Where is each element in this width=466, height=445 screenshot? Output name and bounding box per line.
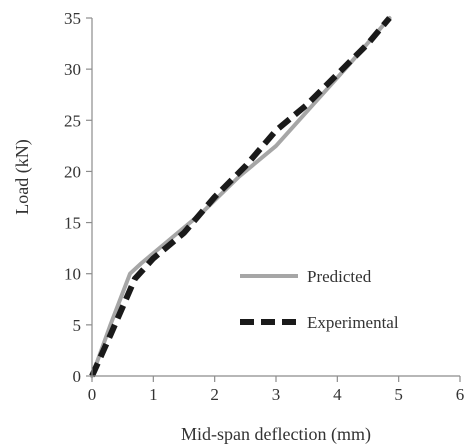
x-tick-label: 0	[88, 385, 97, 404]
y-tick-label: 30	[64, 60, 81, 79]
x-tick-label: 2	[210, 385, 219, 404]
x-axis-title: Mid-span deflection (mm)	[181, 424, 371, 445]
y-tick-label: 0	[73, 367, 82, 386]
y-ticks: 0 5 10 15 20 25 30 35	[64, 9, 92, 386]
y-tick-label: 25	[64, 111, 81, 130]
plot-series	[89, 16, 392, 378]
x-ticks: 0 1 2 3 4 5 6	[88, 376, 465, 404]
y-tick-label: 15	[64, 214, 81, 233]
y-axis-title: Load (kN)	[12, 139, 33, 214]
axes: 0 1 2 3 4 5 6 0 5 10 15 20 25 30 35	[64, 9, 464, 404]
y-tick-label: 35	[64, 9, 81, 28]
x-tick-label: 1	[149, 385, 158, 404]
legend-label-predicted: Predicted	[307, 267, 372, 286]
series-line-experimental	[89, 16, 392, 378]
y-tick-label: 10	[64, 265, 81, 284]
y-tick-label: 20	[64, 162, 81, 181]
y-tick-label: 5	[73, 316, 82, 335]
legend-label-experimental: Experimental	[307, 313, 399, 332]
x-tick-label: 6	[456, 385, 465, 404]
x-tick-label: 4	[333, 385, 342, 404]
x-tick-label: 5	[394, 385, 403, 404]
legend: Predicted Experimental	[240, 267, 399, 332]
x-tick-label: 3	[272, 385, 281, 404]
